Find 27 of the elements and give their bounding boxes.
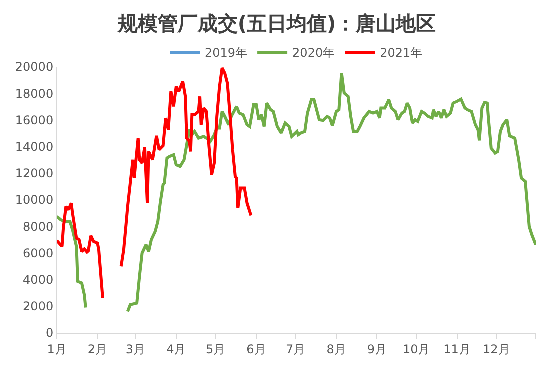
x-tick-label: 6月: [246, 342, 266, 356]
y-tick-label: 14000: [15, 140, 54, 154]
y-tick-label: 0: [46, 326, 54, 340]
y-tick-label: 10000: [15, 193, 54, 208]
chart-title: 规模管厂成交(五日均值)：唐山地区: [116, 12, 436, 36]
y-tick-label: 12000: [15, 166, 54, 181]
legend-label: 2019年: [205, 46, 248, 60]
x-tick-label: 3月: [126, 342, 146, 356]
y-tick-label: 4000: [23, 273, 54, 287]
x-tick-label: 4月: [166, 342, 186, 356]
y-tick-label: 2000: [23, 300, 54, 314]
x-tick-label: 2月: [88, 342, 108, 356]
x-tick-label: 12月: [482, 342, 510, 356]
legend-label: 2020年: [292, 46, 336, 60]
x-tick-label: 7月: [286, 342, 306, 356]
x-tick-label: 1月: [47, 342, 67, 356]
y-tick-label: 20000: [15, 60, 54, 74]
x-tick-label: 9月: [367, 342, 388, 356]
x-tick-label: 5月: [206, 342, 226, 356]
y-tick-label: 8000: [23, 220, 54, 234]
y-tick-label: 18000: [15, 86, 54, 101]
y-tick-label: 16000: [15, 113, 54, 128]
x-tick-label: 10月: [402, 342, 430, 356]
x-tick-label: 8月: [326, 342, 346, 356]
legend-label: 2021年: [380, 46, 423, 60]
y-tick-label: 6000: [23, 246, 54, 260]
x-tick-label: 11月: [444, 342, 471, 356]
